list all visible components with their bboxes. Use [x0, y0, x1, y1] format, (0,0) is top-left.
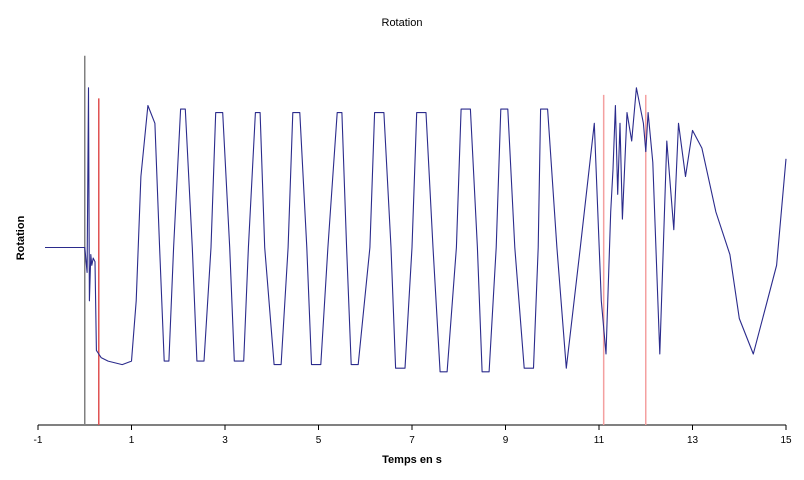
- x-tick-label-7: 13: [687, 435, 699, 446]
- y-axis-label: Rotation: [15, 215, 27, 260]
- x-tick-label-6: 11: [594, 435, 605, 446]
- x-tick-label-8: 15: [780, 435, 792, 446]
- x-tick-label-1: 1: [129, 435, 135, 446]
- plot-area: -1 1 3 5 7 9 11 13 15: [34, 55, 792, 446]
- x-axis-label: Temps en s: [382, 454, 442, 466]
- chart-title: Rotation: [382, 17, 423, 29]
- x-tick-label-3: 5: [316, 435, 322, 446]
- x-tick-label-5: 9: [503, 435, 509, 446]
- x-tick-label-2: 3: [222, 435, 228, 446]
- x-tick-label-4: 7: [409, 435, 415, 446]
- series-line-0: [45, 87, 787, 373]
- x-tick-label-0: -1: [34, 435, 43, 446]
